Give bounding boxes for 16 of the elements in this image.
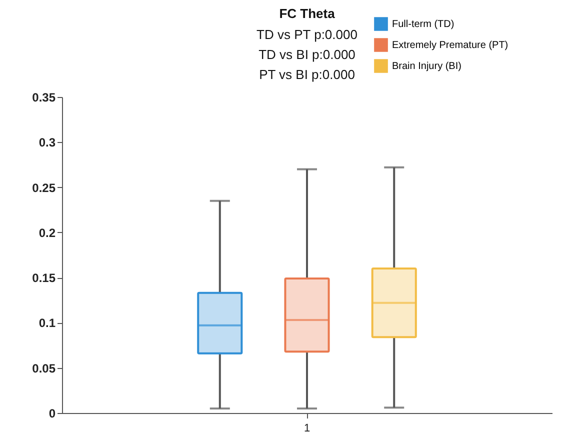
legend-label: Full-term (TD) (392, 19, 454, 30)
text: TD vs BI p:0.000 (258, 47, 356, 62)
legend-label: Extremely Premature (PT) (392, 40, 508, 51)
legend-label: Brain Injury (BI) (392, 61, 462, 72)
y-tick-label: 0.15 (32, 271, 56, 286)
text: TD vs PT p:0.000 (256, 27, 358, 42)
y-tick-label: 0.3 (38, 136, 56, 150)
y-tick-label: 0.1 (38, 316, 56, 330)
y-tick-label: 0.05 (32, 361, 56, 376)
y-tick-label: 0.2 (38, 226, 56, 240)
y-tick-label: 0 (48, 406, 56, 420)
chart-title: FC Theta (279, 6, 336, 21)
y-tick-label: 0.35 (32, 90, 56, 104)
x-tick-label: 1 (304, 422, 310, 434)
text: PT vs BI p:0.000 (259, 67, 355, 82)
y-tick-label: 0.25 (32, 180, 56, 195)
